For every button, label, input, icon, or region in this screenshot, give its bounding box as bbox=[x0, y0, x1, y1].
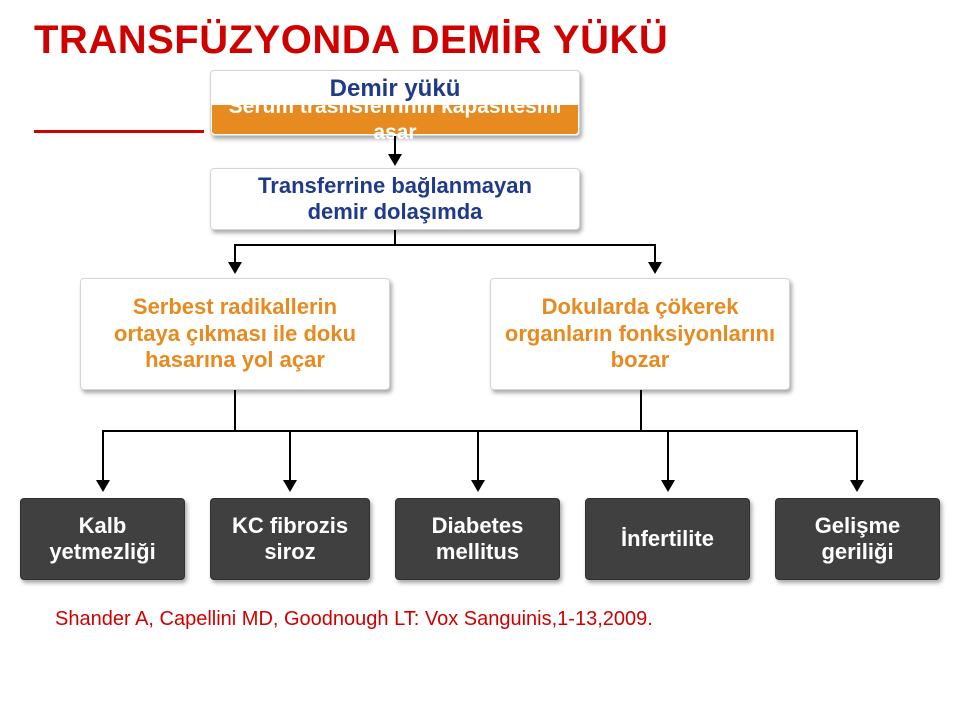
conn-horizontal-2 bbox=[102, 430, 856, 432]
conn-mid-down bbox=[394, 230, 396, 244]
arrowhead-b2 bbox=[283, 480, 297, 492]
box-bottom-3: Diabetes mellitus bbox=[395, 498, 560, 580]
box-left: Serbest radikallerin ortaya çıkması ile … bbox=[80, 278, 390, 390]
citation-text: Shander A, Capellini MD, Goodnough LT: V… bbox=[55, 608, 653, 631]
arrowhead-b3 bbox=[471, 480, 485, 492]
mid-line2: demir dolaşımda bbox=[308, 199, 483, 225]
right-line1: Dokularda çökerek bbox=[542, 294, 739, 320]
box-bottom-5: Gelişme geriliği bbox=[775, 498, 940, 580]
conn-b2 bbox=[289, 430, 291, 482]
arrowhead-left bbox=[228, 262, 242, 274]
left-line2: ortaya çıkması ile doku bbox=[114, 321, 356, 347]
box-mid: Transferrine bağlanmayan demir dolaşımda bbox=[210, 168, 580, 230]
arrowhead-right bbox=[648, 262, 662, 274]
conn-horizontal-1 bbox=[234, 244, 656, 246]
arrowhead-b1 bbox=[96, 480, 110, 492]
box-top: Demir yükü Serum trasnsferrinin kapasite… bbox=[210, 70, 580, 136]
right-line2: organların fonksiyonlarını bbox=[505, 321, 775, 347]
box-bottom-1: Kalb yetmezliği bbox=[20, 498, 185, 580]
conn-b5 bbox=[856, 430, 858, 482]
conn-b4 bbox=[667, 430, 669, 482]
b2-line2: siroz bbox=[264, 539, 315, 565]
conn-left-out bbox=[234, 390, 236, 430]
right-line3: bozar bbox=[611, 347, 670, 373]
b5-line1: Gelişme bbox=[815, 513, 901, 539]
b3-line2: mellitus bbox=[436, 539, 519, 565]
left-line1: Serbest radikallerin bbox=[133, 294, 337, 320]
conn-b1 bbox=[102, 430, 104, 482]
title-rule bbox=[34, 130, 204, 133]
box-right: Dokularda çökerek organların fonksiyonla… bbox=[490, 278, 790, 390]
mid-line1: Transferrine bağlanmayan bbox=[258, 173, 532, 199]
conn-b3 bbox=[477, 430, 479, 482]
conn-left-down bbox=[234, 244, 236, 264]
arrow-stem-1 bbox=[394, 136, 396, 156]
box-bottom-4: İnfertilite bbox=[585, 498, 750, 580]
b5-line2: geriliği bbox=[821, 539, 893, 565]
top-orange-fill: Serum trasnsferrinin kapasitesini aşar bbox=[212, 105, 578, 134]
left-line3: hasarına yol açar bbox=[145, 347, 325, 373]
b4-line1: İnfertilite bbox=[621, 526, 714, 552]
box-bottom-2: KC fibrozis siroz bbox=[210, 498, 370, 580]
arrowhead-1 bbox=[388, 154, 402, 166]
arrowhead-b5 bbox=[850, 480, 864, 492]
page-title: TRANSFÜZYONDA DEMİR YÜKÜ bbox=[0, 0, 960, 63]
b2-line1: KC fibrozis bbox=[232, 513, 348, 539]
b1-line2: yetmezliği bbox=[49, 539, 155, 565]
conn-right-down bbox=[654, 244, 656, 264]
conn-right-out bbox=[640, 390, 642, 430]
arrowhead-b4 bbox=[661, 480, 675, 492]
b1-line1: Kalb bbox=[79, 513, 127, 539]
b3-line1: Diabetes bbox=[432, 513, 524, 539]
